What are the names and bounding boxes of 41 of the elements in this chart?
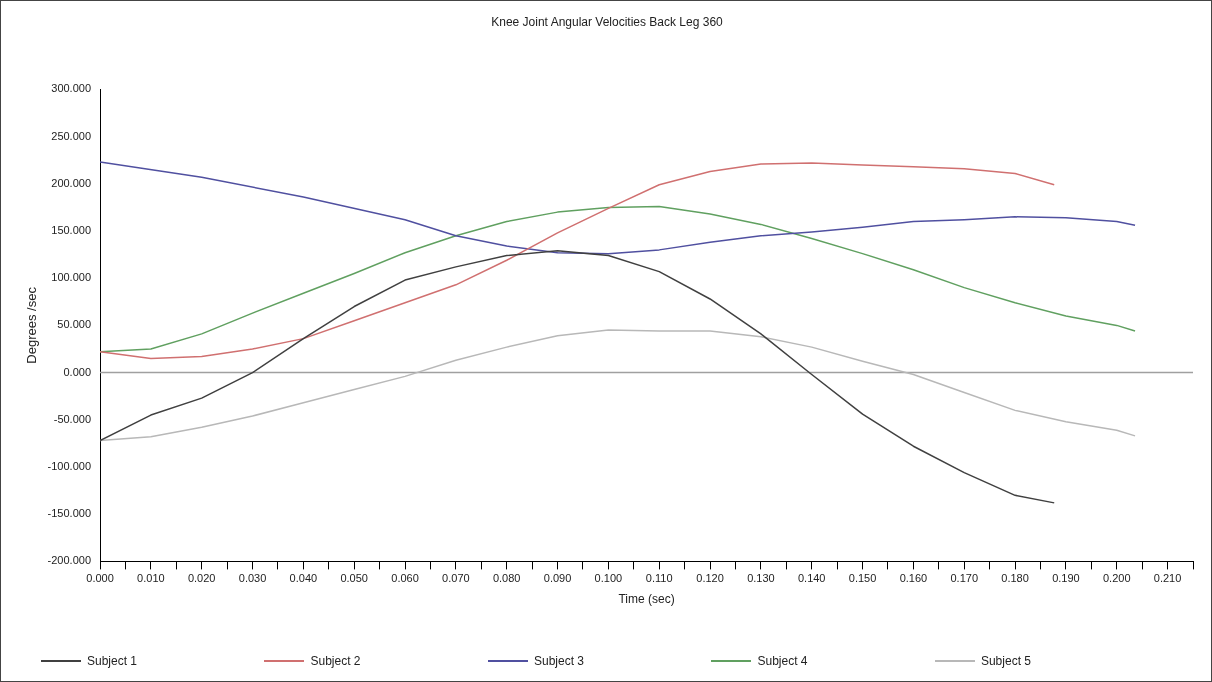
x-tick-label: 0.100 xyxy=(594,572,623,585)
x-tick-label: 0.180 xyxy=(1001,572,1029,585)
x-tick-label: 0.140 xyxy=(797,572,826,585)
legend-label: Subject 3 xyxy=(533,654,585,668)
y-tick-label: -200.000 xyxy=(47,554,92,567)
x-tick-label: 0.170 xyxy=(950,572,978,585)
x-tick-label: 0.160 xyxy=(899,572,928,585)
x-tick-label: 0.050 xyxy=(340,572,368,585)
y-tick-label: 100.000 xyxy=(51,271,92,284)
x-tick-label: 0.070 xyxy=(442,572,470,585)
legend-label: Subject 2 xyxy=(310,654,361,668)
legend-label: Subject 4 xyxy=(757,654,808,668)
x-tick-label: 0.210 xyxy=(1153,572,1182,585)
y-tick-label: 300.000 xyxy=(51,82,92,95)
legend-label: Subject 5 xyxy=(980,654,1031,668)
y-axis-title: Degrees /sec xyxy=(24,286,40,364)
y-tick-label: -100.000 xyxy=(47,460,92,473)
y-tick-label: 150.000 xyxy=(51,224,92,237)
x-tick-label: 0.120 xyxy=(696,572,724,585)
y-tick-label: 50.000 xyxy=(57,318,92,331)
x-tick-label: 0.200 xyxy=(1102,572,1131,585)
x-tick-label: 0.060 xyxy=(391,572,419,585)
x-tick-label: 0.090 xyxy=(543,572,572,585)
x-tick-label: 0.130 xyxy=(747,572,775,585)
y-tick-label: 200.000 xyxy=(51,176,92,189)
x-tick-label: 0.020 xyxy=(187,572,216,585)
chart-title: Knee Joint Angular Velocities Back Leg 360 xyxy=(491,14,724,29)
x-tick-label: 0.150 xyxy=(848,572,877,585)
y-tick-label: 250.000 xyxy=(51,129,92,142)
legend-label: Subject 1 xyxy=(87,654,138,668)
x-tick-label: 0.040 xyxy=(289,572,318,585)
y-tick-label: -150.000 xyxy=(47,507,92,520)
x-tick-label: 0.000 xyxy=(86,572,114,585)
x-tick-label: 0.110 xyxy=(645,572,673,585)
x-tick-label: 0.030 xyxy=(238,572,267,585)
x-tick-label: 0.010 xyxy=(137,572,165,585)
y-tick-label: 0.000 xyxy=(63,365,92,378)
y-tick-label: -50.000 xyxy=(53,412,92,425)
x-tick-label: 0.080 xyxy=(492,572,521,585)
x-tick-label: 0.190 xyxy=(1052,572,1080,585)
x-axis-title: Time (sec) xyxy=(618,592,675,607)
